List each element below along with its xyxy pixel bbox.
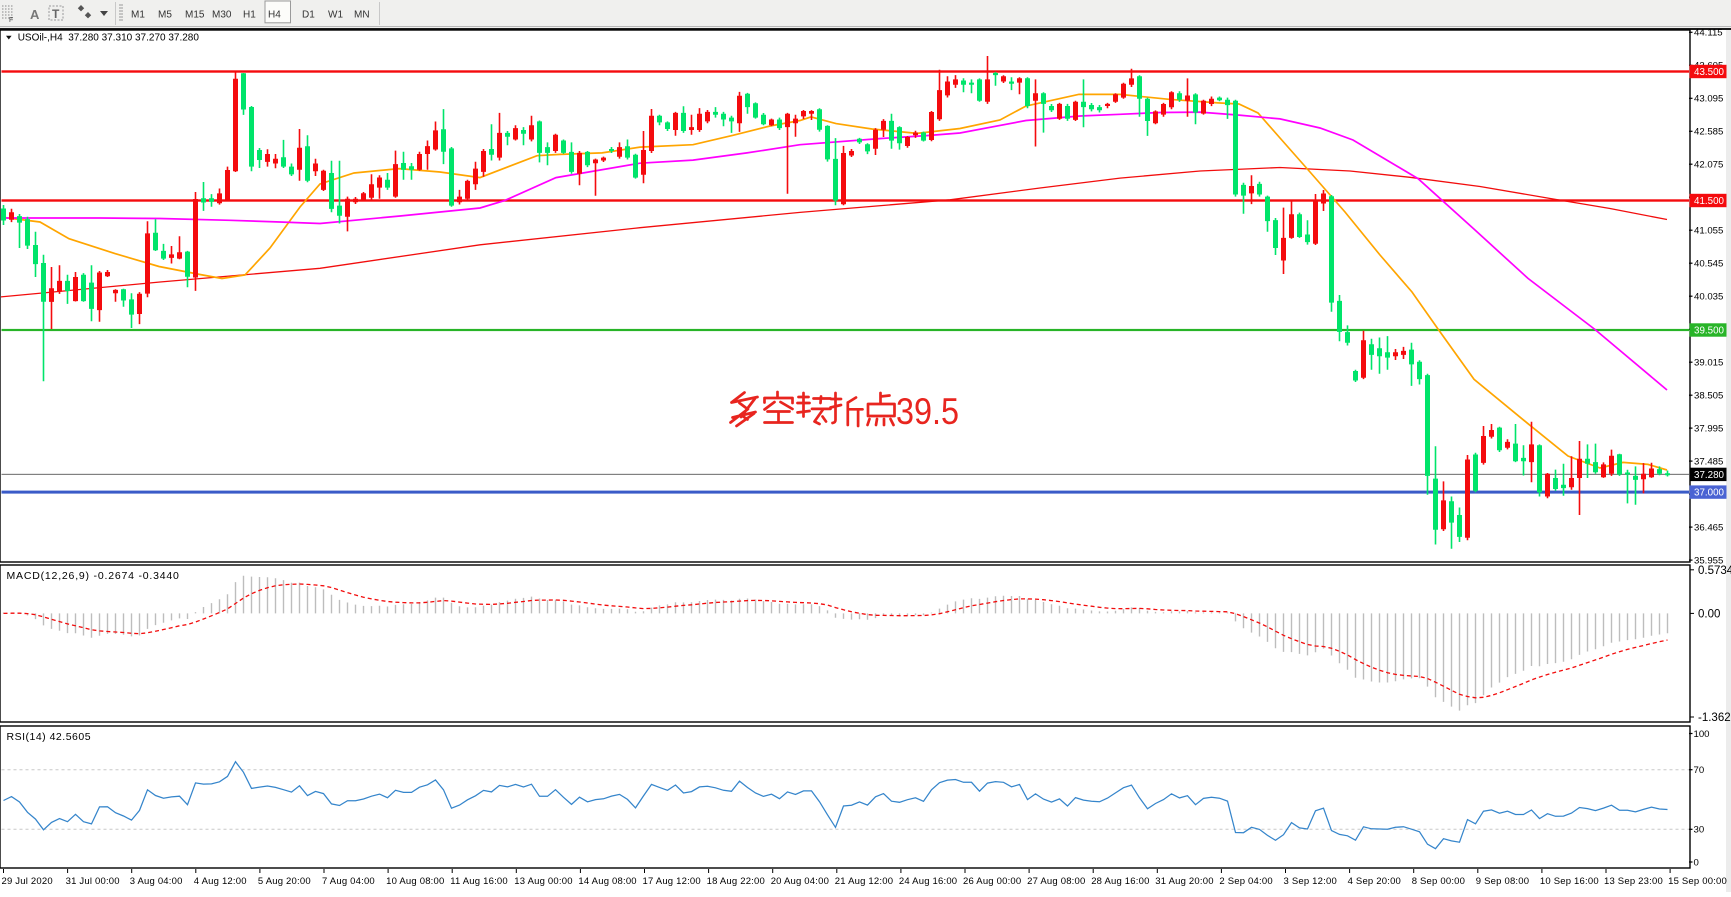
svg-text:10 Aug 08:00: 10 Aug 08:00 — [386, 876, 444, 887]
svg-text:42.585: 42.585 — [1694, 127, 1723, 138]
svg-text:43.500: 43.500 — [1694, 67, 1725, 78]
svg-text:31 Jul 00:00: 31 Jul 00:00 — [66, 876, 120, 887]
svg-text:39.500: 39.500 — [1694, 326, 1725, 337]
svg-text:100: 100 — [1694, 729, 1710, 740]
svg-text:15 Sep 00:00: 15 Sep 00:00 — [1668, 876, 1727, 887]
svg-text:40.545: 40.545 — [1694, 259, 1723, 270]
svg-text:M5: M5 — [158, 10, 172, 21]
svg-text:41.055: 41.055 — [1694, 226, 1723, 237]
svg-text:RSI(14) 42.5605: RSI(14) 42.5605 — [7, 731, 92, 743]
svg-text:3 Sep 12:00: 3 Sep 12:00 — [1284, 876, 1337, 887]
svg-text:7 Aug 04:00: 7 Aug 04:00 — [322, 876, 375, 887]
svg-text:26 Aug 00:00: 26 Aug 00:00 — [963, 876, 1021, 887]
svg-text:4 Aug 12:00: 4 Aug 12:00 — [194, 876, 247, 887]
svg-text:F: F — [9, 17, 13, 24]
svg-text:28 Aug 16:00: 28 Aug 16:00 — [1091, 876, 1149, 887]
svg-text:2 Sep 04:00: 2 Sep 04:00 — [1219, 876, 1272, 887]
svg-text:40.035: 40.035 — [1694, 292, 1723, 303]
svg-text:21 Aug 12:00: 21 Aug 12:00 — [835, 876, 893, 887]
svg-text:44.115: 44.115 — [1694, 28, 1723, 39]
svg-text:T: T — [52, 7, 60, 21]
svg-text:41.500: 41.500 — [1694, 196, 1725, 207]
svg-text:11 Aug 16:00: 11 Aug 16:00 — [450, 876, 508, 887]
svg-text:37.995: 37.995 — [1694, 424, 1723, 435]
svg-text:10 Sep 16:00: 10 Sep 16:00 — [1540, 876, 1599, 887]
svg-text:D1: D1 — [302, 10, 315, 21]
svg-text:13 Aug 00:00: 13 Aug 00:00 — [514, 876, 572, 887]
svg-text:5 Aug 20:00: 5 Aug 20:00 — [258, 876, 311, 887]
svg-text:39.5: 39.5 — [896, 391, 959, 432]
svg-text:8 Sep 00:00: 8 Sep 00:00 — [1412, 876, 1465, 887]
svg-text:37.000: 37.000 — [1694, 488, 1725, 499]
svg-text:M1: M1 — [131, 10, 145, 21]
svg-text:M30: M30 — [212, 10, 232, 21]
svg-text:W1: W1 — [328, 10, 343, 21]
svg-text:27 Aug 08:00: 27 Aug 08:00 — [1027, 876, 1085, 887]
svg-text:9 Sep 08:00: 9 Sep 08:00 — [1476, 876, 1529, 887]
svg-text:39.015: 39.015 — [1694, 358, 1723, 369]
svg-text:3 Aug 04:00: 3 Aug 04:00 — [130, 876, 183, 887]
svg-text:17 Aug 12:00: 17 Aug 12:00 — [643, 876, 701, 887]
svg-text:20 Aug 04:00: 20 Aug 04:00 — [771, 876, 829, 887]
svg-text:36.465: 36.465 — [1694, 523, 1723, 534]
svg-text:31 Aug 20:00: 31 Aug 20:00 — [1155, 876, 1213, 887]
svg-text:35.955: 35.955 — [1694, 556, 1723, 567]
svg-text:M15: M15 — [185, 10, 205, 21]
svg-text:4 Sep 20:00: 4 Sep 20:00 — [1348, 876, 1401, 887]
svg-text:MACD(12,26,9) -0.2674 -0.3440: MACD(12,26,9) -0.2674 -0.3440 — [7, 570, 180, 582]
svg-text:-1.3628: -1.3628 — [1698, 712, 1731, 724]
svg-text:38.505: 38.505 — [1694, 391, 1723, 402]
svg-text:14 Aug 08:00: 14 Aug 08:00 — [578, 876, 636, 887]
svg-text:18 Aug 22:00: 18 Aug 22:00 — [707, 876, 765, 887]
svg-text:0.5734: 0.5734 — [1698, 565, 1731, 577]
svg-text:42.075: 42.075 — [1694, 160, 1723, 171]
svg-text:29 Jul 2020: 29 Jul 2020 — [2, 876, 53, 887]
svg-text:USOil-,H4 37.280 37.310 37.27: USOil-,H4 37.280 37.310 37.270 37.280 — [18, 32, 200, 43]
svg-text:70: 70 — [1694, 765, 1705, 776]
svg-text:A: A — [30, 7, 40, 22]
svg-text:24 Aug 16:00: 24 Aug 16:00 — [899, 876, 957, 887]
svg-text:43.095: 43.095 — [1694, 94, 1723, 105]
svg-text:37.280: 37.280 — [1694, 470, 1725, 481]
svg-text:37.485: 37.485 — [1694, 457, 1723, 468]
svg-text:H4: H4 — [268, 10, 281, 21]
svg-text:H1: H1 — [243, 10, 256, 21]
svg-text:13 Sep 23:00: 13 Sep 23:00 — [1604, 876, 1663, 887]
svg-text:30: 30 — [1694, 825, 1705, 836]
svg-text:MN: MN — [354, 10, 370, 21]
svg-text:0.00: 0.00 — [1698, 608, 1720, 620]
svg-text:0: 0 — [1694, 857, 1699, 868]
